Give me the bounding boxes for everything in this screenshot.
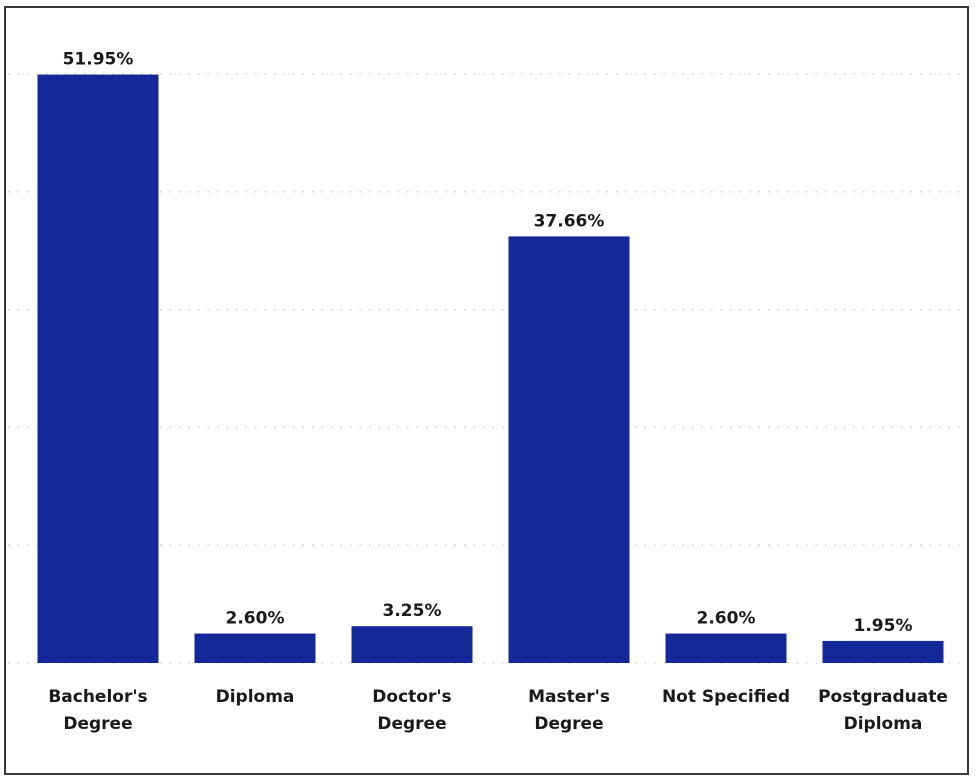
bar[interactable] <box>665 633 787 663</box>
category-tick-label: Master's Degree <box>528 687 610 734</box>
category-tick-label-line: Diploma <box>844 714 923 734</box>
category-tick-label: Doctor's Degree <box>372 687 451 734</box>
bar[interactable] <box>508 236 630 663</box>
category-tick-label-line: Diploma <box>216 687 295 707</box>
category-tick-label-line: Degree <box>377 714 446 734</box>
category-tick-label-line: Master's <box>528 687 610 707</box>
category-tick-label: Postgraduate Diploma <box>818 687 948 734</box>
category-tick-label-line: Degree <box>534 714 603 734</box>
data-label: 3.25% <box>383 601 442 621</box>
data-label: 2.60% <box>226 609 285 629</box>
data-label: 2.60% <box>697 609 756 629</box>
data-label: 51.95% <box>63 50 134 70</box>
bar[interactable] <box>822 640 944 663</box>
category-tick-label: Not Specified <box>662 687 790 707</box>
bar[interactable] <box>194 633 316 663</box>
category-tick-label: Bachelor's Degree <box>48 687 147 734</box>
category-tick-label-line: Doctor's <box>372 687 451 707</box>
bar[interactable] <box>351 626 473 663</box>
category-tick-label-line: Not Specified <box>662 687 790 707</box>
category-tick-label-line: Degree <box>63 714 132 734</box>
data-label: 37.66% <box>534 211 605 231</box>
category-tick-label-line: Bachelor's <box>48 687 147 707</box>
category-tick-label-line: Postgraduate <box>818 687 948 707</box>
category-tick-label: Diploma <box>216 687 295 707</box>
bar[interactable] <box>37 74 159 663</box>
chart-frame <box>4 6 969 775</box>
data-label: 1.95% <box>854 616 913 636</box>
